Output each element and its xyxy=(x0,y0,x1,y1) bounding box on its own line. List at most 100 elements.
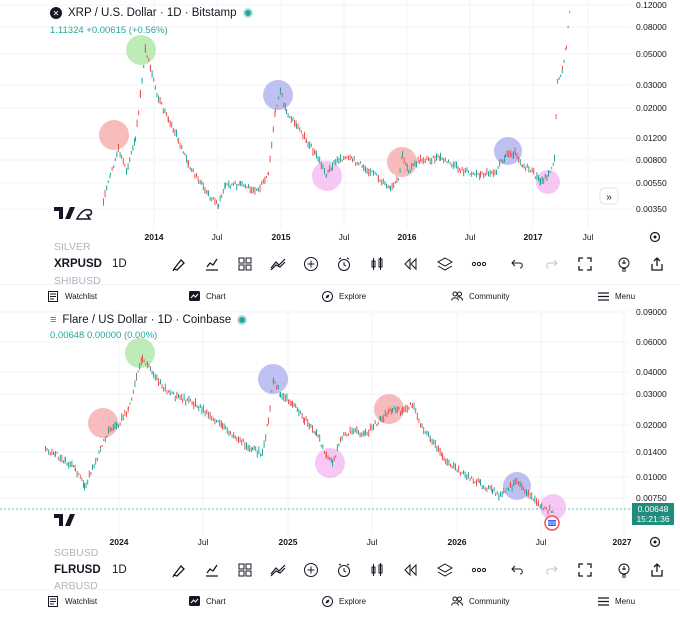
alert-clock-icon[interactable] xyxy=(335,561,353,579)
indicators-icon[interactable] xyxy=(203,255,221,273)
candles-icon[interactable] xyxy=(368,255,386,273)
candle xyxy=(400,411,401,416)
grid-icon[interactable] xyxy=(236,561,254,579)
lightbulb-icon[interactable] xyxy=(615,561,633,579)
layers-icon[interactable] xyxy=(436,255,454,273)
redo-icon[interactable] xyxy=(542,561,560,579)
settings-icon[interactable] xyxy=(649,536,661,548)
candle xyxy=(452,161,454,170)
share-icon[interactable] xyxy=(648,561,666,579)
candle xyxy=(290,115,292,124)
ghost-symbol-above[interactable]: SILVER xyxy=(54,241,91,253)
redo-icon[interactable] xyxy=(542,255,560,273)
compare-icon[interactable] xyxy=(269,561,287,579)
undo-icon[interactable] xyxy=(509,255,527,273)
lightbulb-icon[interactable] xyxy=(615,255,633,273)
candle xyxy=(405,162,407,166)
candle xyxy=(504,155,505,163)
candle xyxy=(551,166,553,170)
candle xyxy=(145,362,147,365)
nav-community[interactable]: Community xyxy=(451,595,509,607)
flr-header[interactable]: ≡ Flare / US Dollar · 1D · Coinbase xyxy=(50,314,248,326)
highlight-low-1 xyxy=(315,448,345,478)
settings-icon[interactable] xyxy=(649,231,661,243)
nav-community[interactable]: Community xyxy=(451,290,509,302)
candle xyxy=(298,408,300,417)
candle xyxy=(161,101,163,105)
add-icon[interactable] xyxy=(302,255,320,273)
replay-icon[interactable] xyxy=(401,561,419,579)
layers-icon[interactable] xyxy=(436,561,454,579)
candle xyxy=(451,465,453,469)
indicators-icon[interactable] xyxy=(203,561,221,579)
nav-watchlist[interactable]: Watchlist xyxy=(47,595,97,607)
brush-icon[interactable] xyxy=(170,561,188,579)
nav-chart[interactable]: Chart xyxy=(188,595,226,607)
share-icon[interactable] xyxy=(648,255,666,273)
replay-icon[interactable] xyxy=(401,255,419,273)
candle xyxy=(258,446,260,455)
candle xyxy=(261,181,263,185)
flr-chart-canvas[interactable]: 0.09000 0.06000 0.04000 0.03000 0.02000 … xyxy=(0,309,680,557)
add-icon[interactable] xyxy=(302,561,320,579)
y-tick: 0.05000 xyxy=(636,49,667,59)
candle xyxy=(358,162,360,166)
more-icon[interactable] xyxy=(470,255,488,273)
candle xyxy=(289,399,291,407)
candle xyxy=(324,168,325,175)
candle xyxy=(306,140,307,143)
candle xyxy=(114,158,116,162)
candle xyxy=(106,435,108,438)
brush-icon[interactable] xyxy=(170,255,188,273)
symbol-button[interactable]: XRPUSD xyxy=(54,258,102,270)
candle xyxy=(362,430,364,437)
compare-icon[interactable] xyxy=(269,255,287,273)
candle xyxy=(366,431,368,436)
candle xyxy=(163,387,165,392)
candle xyxy=(279,92,281,95)
scroll-to-latest-button[interactable]: » xyxy=(599,187,619,205)
nav-chart[interactable]: Chart xyxy=(188,290,226,302)
nav-watchlist[interactable]: Watchlist xyxy=(47,290,97,302)
more-icon[interactable] xyxy=(470,561,488,579)
candle xyxy=(104,190,106,198)
candle xyxy=(431,157,433,165)
timeframe-button[interactable]: 1D xyxy=(112,258,127,270)
ghost-symbol-above[interactable]: SGBUSD xyxy=(54,547,99,559)
market-open-icon xyxy=(242,8,253,18)
candle xyxy=(322,444,324,449)
candle xyxy=(66,462,68,466)
nav-explore[interactable]: Explore xyxy=(321,595,366,607)
xrp-chart-canvas[interactable]: 0.12000 0.08000 0.05000 0.03000 0.02000 … xyxy=(0,0,680,250)
candle xyxy=(489,485,491,490)
nav-menu[interactable]: Menu xyxy=(597,595,635,607)
candle xyxy=(310,424,312,428)
candles-icon[interactable] xyxy=(368,561,386,579)
grid-icon[interactable] xyxy=(236,255,254,273)
nav-menu[interactable]: Menu xyxy=(597,290,635,302)
candle xyxy=(279,392,281,397)
candle xyxy=(283,393,285,401)
candle xyxy=(426,155,428,161)
timeframe-button[interactable]: 1D xyxy=(112,564,127,576)
candle xyxy=(168,116,169,123)
symbol-button[interactable]: FLRUSD xyxy=(54,564,101,576)
xrp-header[interactable]: ✕ XRP / U.S. Dollar · 1D · Bitstamp xyxy=(50,7,253,19)
fullscreen-icon[interactable] xyxy=(576,255,594,273)
candle xyxy=(464,471,466,479)
event-flag-icon[interactable] xyxy=(544,515,560,531)
nav-explore[interactable]: Explore xyxy=(321,290,366,302)
candle xyxy=(426,430,428,436)
candle xyxy=(84,483,85,491)
candle xyxy=(191,400,193,406)
candle xyxy=(136,373,137,381)
alert-clock-icon[interactable] xyxy=(335,255,353,273)
candle xyxy=(471,476,473,479)
undo-icon[interactable] xyxy=(509,561,527,579)
fullscreen-icon[interactable] xyxy=(576,561,594,579)
candle xyxy=(319,156,321,164)
candle xyxy=(330,167,332,172)
candle xyxy=(340,154,341,163)
candle xyxy=(59,454,61,462)
candle xyxy=(353,428,355,434)
